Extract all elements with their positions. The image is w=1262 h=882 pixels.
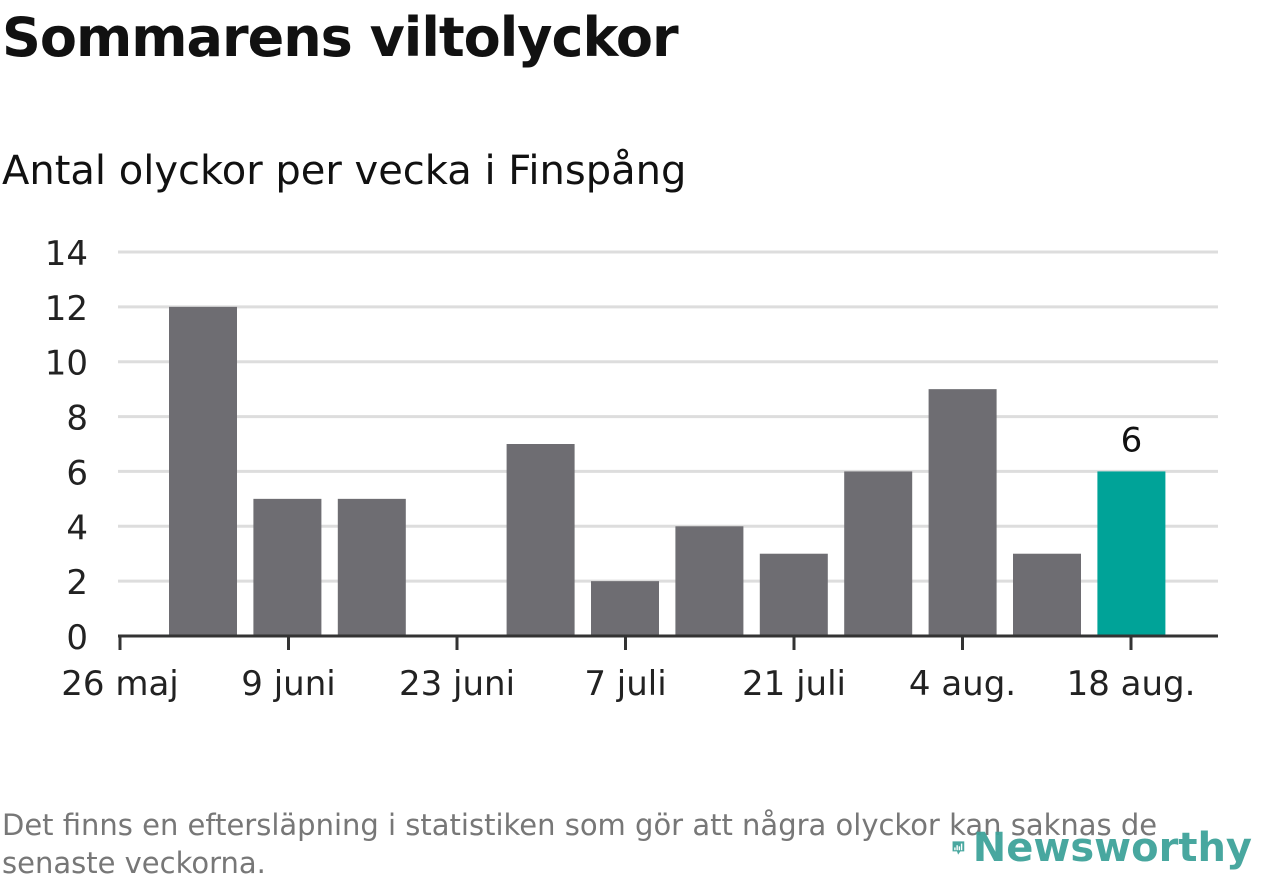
- bar-9-juni: [337, 498, 406, 636]
- bar-chart: 0 2 4 6 8 10 12 14 26 maj 9 juni 23 juni 7 juli 21 …: [45, 234, 1218, 704]
- y-tick-label: 12: [45, 289, 88, 329]
- logo-text: Newsworthy: [972, 825, 1252, 871]
- bar-23-juni: [506, 444, 575, 636]
- y-tick-label: 8: [66, 399, 88, 439]
- y-tick-label: 6: [66, 453, 88, 493]
- y-axis-ticks: 0 2 4 6 8 10 12 14: [45, 234, 88, 658]
- bar-14-juli: [759, 553, 828, 636]
- y-tick-label: 0: [66, 618, 88, 658]
- x-tick-label: 4 aug.: [909, 664, 1016, 704]
- bar-4-aug-: [1013, 553, 1081, 636]
- x-tick-label: 26 maj: [61, 664, 178, 704]
- x-axis-ticks: 26 maj 9 juni 23 juni 7 juli 21 juli 4 aug. 18…: [61, 636, 1195, 704]
- chart-title: Sommarens viltolyckor: [2, 6, 679, 69]
- x-tick-label: 21 juli: [742, 664, 846, 704]
- chart-subtitle: Antal olyckor per vecka i Finspång: [2, 148, 687, 194]
- bar-7-juli: [675, 526, 744, 636]
- x-tick-label: 18 aug.: [1067, 664, 1196, 704]
- x-tick-label: 7 juli: [584, 664, 666, 704]
- y-tick-label: 2: [66, 563, 88, 603]
- bar-21-juli: [844, 471, 913, 636]
- bar-30-juni: [591, 581, 659, 636]
- bar-2-juni: [253, 498, 322, 636]
- newsworthy-logo-icon: [952, 841, 965, 855]
- y-tick-label: 10: [45, 344, 88, 384]
- newsworthy-logo: Newsworthy: [952, 818, 1252, 878]
- data-label-highlight: 6: [1121, 420, 1143, 460]
- data-labels: 6: [1118, 417, 1146, 463]
- footnote: Det finns en eftersläpning i statistiken…: [2, 808, 1158, 880]
- x-tick-label: 23 juni: [399, 664, 515, 704]
- bars: [169, 306, 1166, 636]
- y-tick-label: 14: [45, 234, 88, 274]
- bar-28-juli: [928, 389, 997, 636]
- x-tick-label: 9 juni: [241, 664, 335, 704]
- bar-26-maj: [169, 306, 237, 636]
- y-tick-label: 4: [66, 508, 88, 548]
- bar-11-aug-: [1097, 471, 1166, 636]
